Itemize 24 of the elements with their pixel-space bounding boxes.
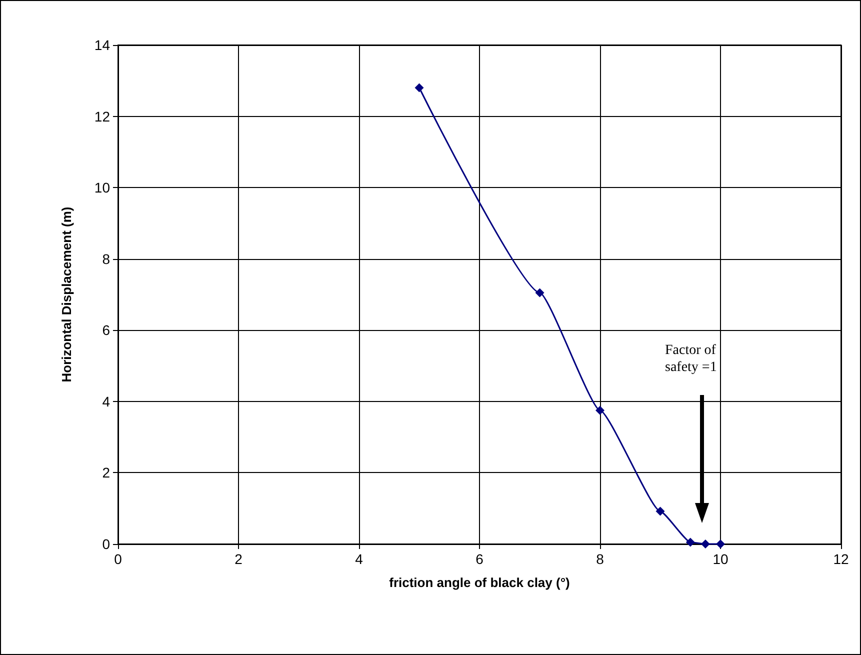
x-tick-label: 0: [114, 551, 122, 567]
annotation: Factor of safety =1: [665, 343, 720, 375]
y-tick-label: 6: [102, 322, 110, 338]
point: [686, 538, 695, 547]
x-tick-label: 12: [833, 551, 849, 567]
y-axis-title: Horizontal Displacement (m): [59, 206, 74, 382]
y-tick-label: 4: [102, 393, 110, 410]
y-tick-label: 8: [102, 250, 110, 267]
x-axis-title: friction angle of black clay (°): [389, 575, 570, 590]
y-tick-label: 12: [94, 108, 110, 124]
x-tick-label: 6: [476, 551, 484, 567]
y-tick-label: 10: [94, 180, 110, 196]
x-tick-label: 2: [234, 551, 243, 567]
x-tick-label: 4: [355, 551, 364, 567]
x-tick-label: 10: [712, 551, 728, 567]
point: [414, 83, 424, 92]
point: [700, 540, 710, 548]
y-tick-label: 14: [94, 37, 110, 53]
y-tick-label: 2: [102, 464, 110, 481]
point: [535, 288, 544, 298]
y-tick-label: 0: [102, 536, 110, 552]
point: [596, 406, 604, 415]
point: [656, 506, 665, 516]
x-tick-label: 8: [596, 551, 604, 567]
